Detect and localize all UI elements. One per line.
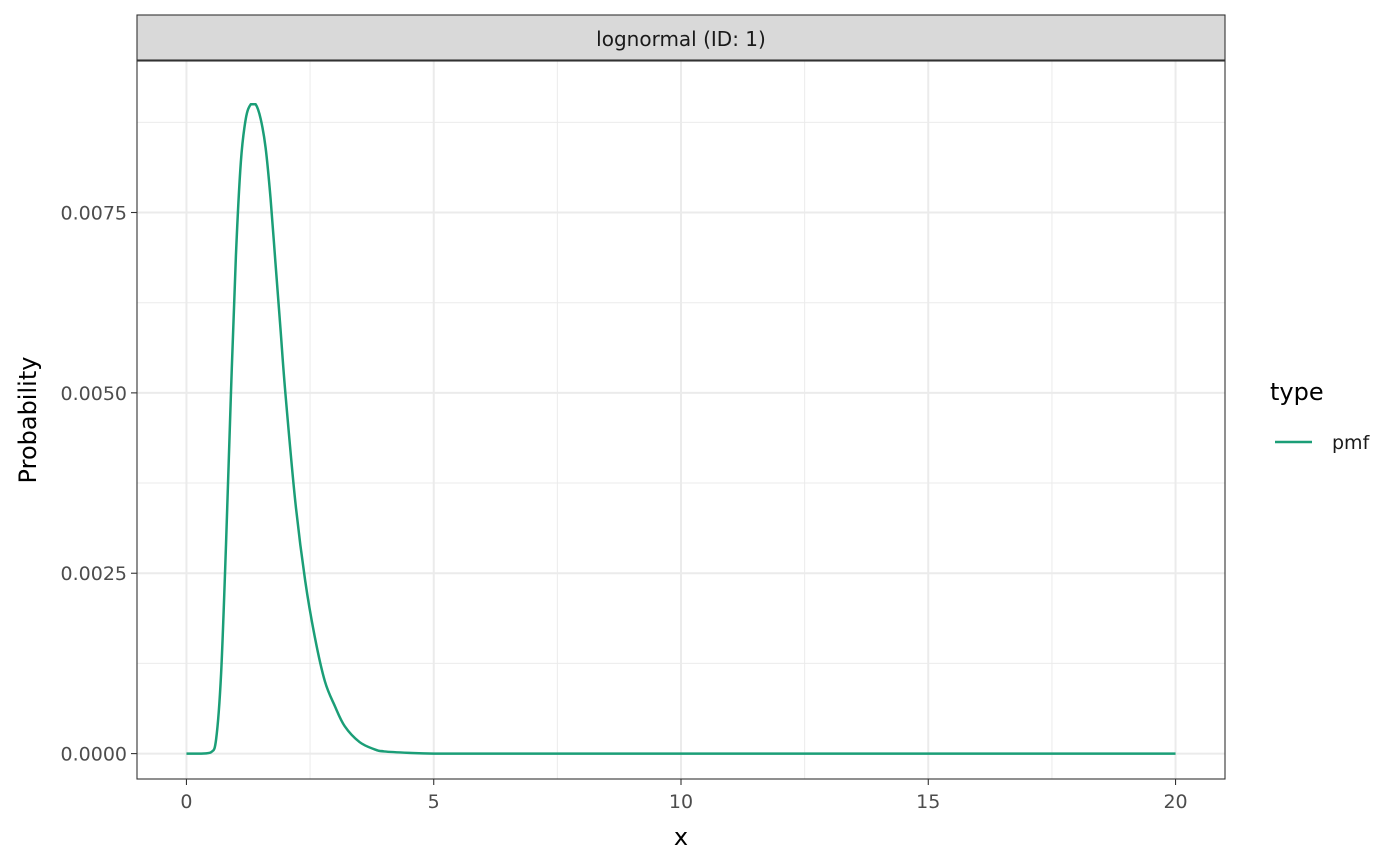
facet-strip-background [136,14,1226,61]
y-tick-label: 0.0050 [61,383,127,405]
facet-strip-label: lognormal (ID: 1) [596,27,766,51]
legend-title: type [1270,378,1324,406]
y-axis: 0.0000 0.0025 0.0050 0.0075 [61,203,137,766]
x-tick-label: 0 [180,791,192,813]
x-axis-title: x [674,823,688,851]
y-tick-label: 0.0000 [61,744,127,766]
series-layer [186,103,1176,755]
facet-strip: lognormal (ID: 1) [136,14,1226,61]
x-tick-label: 20 [1163,791,1187,813]
y-tick-label: 0.0025 [61,563,127,585]
series-line-pmf [186,103,1176,755]
y-axis-title: Probability [14,357,42,484]
x-tick-label: 5 [428,791,440,813]
major-gridlines [137,61,1225,779]
y-tick-label: 0.0075 [61,203,127,225]
x-tick-label: 10 [669,791,693,813]
legend: type pmf [1270,378,1371,454]
x-axis: 0 5 10 15 20 [180,779,1188,813]
legend-label-pmf: pmf [1332,432,1371,454]
x-tick-label: 15 [916,791,940,813]
